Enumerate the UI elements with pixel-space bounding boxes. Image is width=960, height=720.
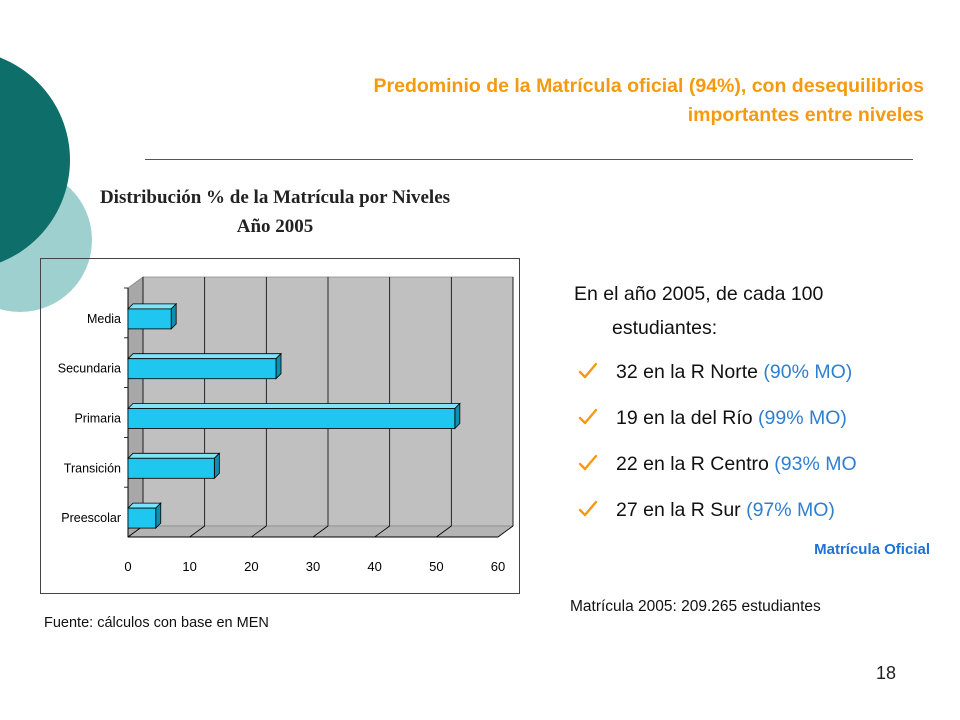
total-enrollment: Matrícula 2005: 209.265 estudiantes bbox=[570, 598, 821, 615]
checkmark-icon bbox=[578, 408, 598, 425]
bar bbox=[127, 507, 157, 529]
x-tick-label: 30 bbox=[306, 559, 320, 574]
y-tick-label: Primaria bbox=[74, 412, 121, 426]
chart-title: Distribución % de la Matrícula por Nivel… bbox=[40, 183, 510, 241]
title-divider bbox=[145, 159, 913, 160]
summary-intro-line1: En el año 2005, de cada 100 bbox=[574, 283, 824, 305]
region-pct: (93% MO bbox=[774, 453, 857, 475]
y-tick-label: Transición bbox=[64, 461, 121, 475]
checkmark-icon bbox=[578, 454, 598, 471]
summary-intro-line2: estudiantes: bbox=[612, 317, 718, 339]
bar-top bbox=[127, 403, 461, 409]
chart-frame: 0 10 20 30 40 50 60 Media Secundaria Primaria Tran… bbox=[40, 258, 520, 594]
region-text: 27 en la R Sur bbox=[616, 499, 741, 521]
decorative-circles bbox=[0, 57, 92, 312]
bar-side bbox=[454, 402, 461, 430]
x-tick-label: 40 bbox=[367, 559, 381, 574]
bar bbox=[127, 408, 456, 429]
x-tick-label: 50 bbox=[429, 559, 443, 574]
region-text: 32 en la R Norte bbox=[616, 361, 758, 383]
gridline-floor bbox=[312, 525, 329, 538]
list-item: 27 en la R Sur (97% MO) bbox=[578, 496, 857, 542]
bar-top bbox=[127, 303, 178, 310]
gridline-floor bbox=[497, 525, 514, 538]
bar-top bbox=[127, 353, 282, 360]
chart-title-line1: Distribución % de la Matrícula por Nivel… bbox=[99, 187, 451, 208]
bar-top bbox=[127, 502, 162, 509]
list-item: 22 en la R Centro (93% MO bbox=[578, 450, 857, 496]
bar-side bbox=[275, 352, 282, 380]
slide-title-line2: importantes entre niveles bbox=[687, 104, 924, 126]
region-list: 32 en la R Norte (90% MO) 19 en la del R… bbox=[578, 358, 857, 542]
y-tick-label: Secundaria bbox=[58, 362, 121, 376]
bar-side bbox=[213, 452, 220, 480]
bar bbox=[127, 358, 277, 380]
region-pct: (90% MO) bbox=[763, 361, 853, 383]
bar bbox=[127, 457, 215, 479]
checkmark-icon bbox=[578, 500, 598, 517]
chart-title-line2: Año 2005 bbox=[236, 216, 314, 237]
y-tick-label: Preescolar bbox=[61, 511, 121, 525]
list-item: 19 en la del Río (99% MO) bbox=[578, 404, 857, 450]
source-note: Fuente: cálculos con base en MEN bbox=[44, 615, 269, 631]
x-tick-label: 0 bbox=[124, 559, 131, 574]
gridline-floor bbox=[189, 525, 205, 538]
page-number: 18 bbox=[876, 663, 897, 683]
official-enrollment-label: Matrícula Oficial bbox=[814, 541, 930, 558]
x-tick-label: 20 bbox=[244, 559, 258, 574]
x-tick-label: 10 bbox=[182, 559, 196, 574]
list-item: 32 en la R Norte (90% MO) bbox=[578, 358, 857, 404]
slide-title: Predominio de la Matrícula oficial (94%)… bbox=[204, 72, 924, 130]
summary-intro: En el año 2005, de cada 100 estudiantes: bbox=[574, 277, 934, 345]
y-tick-label: Media bbox=[87, 312, 121, 326]
bar bbox=[127, 308, 172, 330]
region-pct: (99% MO) bbox=[758, 407, 847, 429]
gridline-floor bbox=[436, 525, 452, 538]
region-pct: (97% MO) bbox=[746, 499, 835, 521]
region-text: 19 en la del Río bbox=[616, 407, 753, 429]
checkmark-icon bbox=[578, 362, 598, 379]
bar-side bbox=[170, 302, 177, 330]
region-text: 22 en la R Centro bbox=[616, 453, 769, 475]
gridline-floor bbox=[251, 525, 267, 538]
slide-title-line1: Predominio de la Matrícula oficial (94%)… bbox=[373, 75, 924, 97]
gridline-floor bbox=[374, 525, 390, 538]
bar-side bbox=[155, 502, 162, 530]
bar-chart: 0 10 20 30 40 50 60 Media Secundaria Primaria Tran… bbox=[58, 276, 515, 574]
x-tick-label: 60 bbox=[491, 559, 505, 574]
bar-top bbox=[127, 452, 221, 459]
